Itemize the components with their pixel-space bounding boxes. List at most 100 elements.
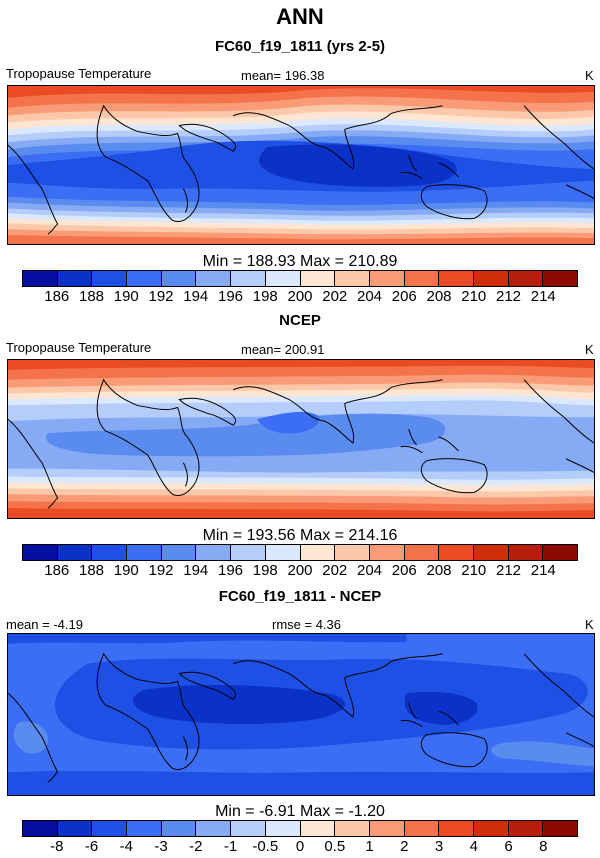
tick-label: 6 <box>504 838 513 855</box>
tick-label: 196 <box>217 562 244 579</box>
panel-2-tick-labels: 186 188 190 192 194 196 198 200 202 204 … <box>22 562 578 580</box>
colorbar-swatch <box>543 271 577 286</box>
tick-label: 208 <box>426 562 452 579</box>
tick-label: 198 <box>252 288 278 305</box>
tick-label: 210 <box>461 288 487 305</box>
tick-label: 2 <box>400 838 409 855</box>
tick-label: 204 <box>356 562 383 579</box>
colorbar-swatch <box>127 821 162 836</box>
tick-label: 206 <box>391 288 417 305</box>
colorbar-swatch <box>439 271 474 286</box>
tick-label: 200 <box>287 288 313 305</box>
colorbar-swatch <box>92 271 128 286</box>
panel-1-colorbar <box>22 270 578 287</box>
colorbar-swatch <box>196 821 232 836</box>
colorbar-swatch <box>369 545 405 560</box>
tick-label: 8 <box>539 838 548 855</box>
tick-label: 210 <box>461 562 487 579</box>
tick-label: 208 <box>426 288 452 305</box>
tick-label: 194 <box>183 562 209 579</box>
tick-label: 214 <box>530 562 556 579</box>
colorbar-swatch <box>127 271 162 286</box>
tick-label: -6 <box>84 838 99 855</box>
tick-label: 200 <box>287 562 313 579</box>
page-title: ANN <box>276 4 324 29</box>
colorbar-swatch <box>265 271 301 286</box>
panel-3-mean: mean = -4.19 <box>6 617 83 632</box>
tick-label: 0.5 <box>324 838 346 855</box>
colorbar-swatch <box>57 271 93 286</box>
colorbar-swatch <box>196 545 232 560</box>
panel-1-min-max: Min = 188.93 Max = 210.89 <box>202 253 398 270</box>
tick-label: -3 <box>154 838 168 855</box>
tick-label: -2 <box>189 838 203 855</box>
colorbar-swatch <box>23 545 58 560</box>
tick-label: 192 <box>148 562 174 579</box>
colorbar-swatch <box>543 545 577 560</box>
panel-1-mean: mean= 196.38 <box>241 68 325 83</box>
colorbar-swatch <box>473 821 509 836</box>
panel-3-tick-labels: -8 -6 -4 -3 -2 -1 -0.5 0 0.5 1 2 3 4 6 8 <box>22 838 578 856</box>
colorbar-swatch <box>369 271 405 286</box>
tick-label: 0 <box>295 838 305 855</box>
colorbar-swatch <box>57 545 93 560</box>
colorbar-swatch <box>57 821 93 836</box>
panel-3-colorbar <box>22 820 578 837</box>
colorbar-swatch <box>404 545 440 560</box>
tick-label: 214 <box>530 288 556 305</box>
panel-2-map <box>7 359 595 519</box>
panel-3-rmse: rmse = 4.36 <box>272 617 342 632</box>
panel-1-field-label: Tropopause Temperature <box>6 66 152 81</box>
panel-2-min-max: Min = 193.56 Max = 214.16 <box>202 527 398 544</box>
tick-label: -8 <box>50 838 64 855</box>
tick-label: 202 <box>322 288 348 305</box>
panel-2-mean: mean= 200.91 <box>241 342 325 357</box>
colorbar-swatch <box>161 545 197 560</box>
colorbar-swatch <box>508 821 544 836</box>
colorbar-swatch <box>300 271 336 286</box>
panel-1-units: K <box>585 68 594 83</box>
colorbar-swatch <box>335 545 370 560</box>
tick-label: 190 <box>113 288 139 305</box>
colorbar-swatch <box>300 545 336 560</box>
tick-label: 1 <box>365 838 374 855</box>
colorbar-swatch <box>473 545 509 560</box>
panel-1-contour-map <box>8 86 594 244</box>
tick-label: 190 <box>113 562 139 579</box>
panel-3-contour-map <box>8 634 594 795</box>
colorbar-swatch <box>508 545 544 560</box>
colorbar-swatch <box>161 821 197 836</box>
panel-1-tick-labels: 186 188 190 192 194 196 198 200 202 204 … <box>22 288 578 306</box>
tick-label: -4 <box>119 838 133 855</box>
panel-1-map <box>7 85 595 245</box>
tick-label: 204 <box>356 288 383 305</box>
panel-2-units: K <box>585 342 594 357</box>
tick-label: 188 <box>78 562 105 579</box>
tick-label: 188 <box>78 288 105 305</box>
tick-label: 194 <box>183 288 209 305</box>
tick-label: 212 <box>495 288 522 305</box>
tick-label: 196 <box>217 288 244 305</box>
tick-label: 212 <box>495 562 522 579</box>
colorbar-swatch <box>508 271 544 286</box>
tick-label: 4 <box>469 838 478 855</box>
panel-2-field-label: Tropopause Temperature <box>6 340 152 355</box>
colorbar-swatch <box>265 545 301 560</box>
colorbar-swatch <box>92 821 128 836</box>
panel-2-title: NCEP <box>279 312 321 329</box>
colorbar-swatch <box>265 821 301 836</box>
panel-3-title: FC60_f19_1811 - NCEP <box>218 588 382 605</box>
colorbar-swatch <box>300 821 336 836</box>
colorbar-swatch <box>127 545 162 560</box>
panel-1-title: FC60_f19_1811 (yrs 2-5) <box>214 38 386 55</box>
tick-label: -0.5 <box>252 838 279 855</box>
panel-2-colorbar <box>22 544 578 561</box>
colorbar-swatch <box>92 545 128 560</box>
panel-3-min-max: Min = -6.91 Max = -1.20 <box>215 803 385 820</box>
tick-label: -1 <box>223 838 238 855</box>
colorbar-swatch <box>404 271 440 286</box>
colorbar-swatch <box>473 271 509 286</box>
tick-label: 186 <box>44 288 70 305</box>
colorbar-swatch <box>161 271 197 286</box>
colorbar-swatch <box>543 821 577 836</box>
